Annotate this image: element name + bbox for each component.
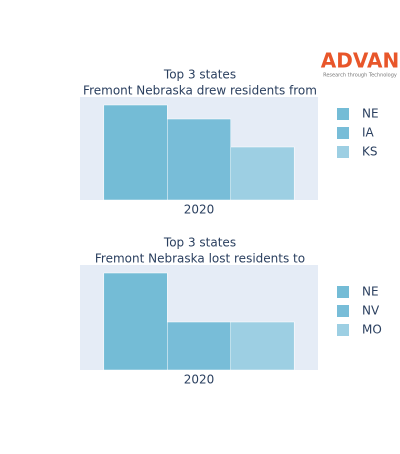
- bar: [103, 104, 168, 201]
- legend-label: MO: [362, 323, 382, 337]
- legend-swatch: [337, 286, 349, 298]
- x-tick-label: 2020: [184, 203, 215, 217]
- legend-swatch: [337, 146, 349, 158]
- logo-tagline: Research through Technology: [323, 73, 397, 79]
- chart-subtitle: Fremont Nebraska lost residents to: [95, 252, 305, 266]
- x-tick-label: 2020: [184, 373, 215, 387]
- chart-title: Top 3 states: [163, 236, 236, 250]
- logo-name: ADVAN: [321, 49, 399, 73]
- chart-subtitle: Fremont Nebraska drew residents from: [83, 84, 317, 98]
- bar: [230, 146, 295, 201]
- legend-swatch: [337, 324, 349, 336]
- chart-title: Top 3 states: [163, 68, 236, 82]
- bar: [167, 321, 231, 371]
- legend-swatch: [337, 127, 349, 139]
- legend-label: NV: [362, 304, 380, 318]
- bar: [103, 272, 168, 371]
- legend-label: IA: [362, 126, 375, 140]
- legend-swatch: [337, 305, 349, 317]
- bar: [167, 118, 231, 201]
- legend-label: KS: [362, 145, 378, 159]
- legend-label: NE: [362, 107, 379, 121]
- bar: [230, 321, 295, 371]
- legend-label: NE: [362, 285, 379, 299]
- legend-swatch: [337, 108, 349, 120]
